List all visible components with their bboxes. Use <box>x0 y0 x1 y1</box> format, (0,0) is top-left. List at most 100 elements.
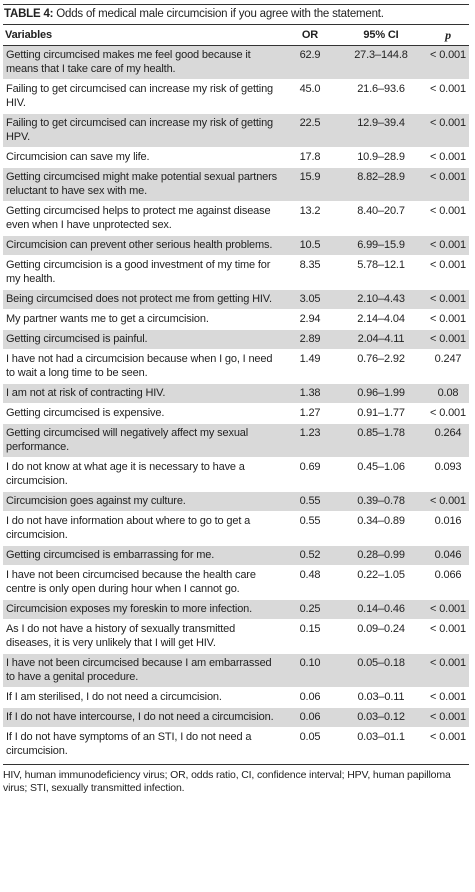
table-row: If I do not have intercourse, I do not n… <box>3 707 469 728</box>
value-cell: 0.05–0.18 <box>335 653 427 688</box>
value-cell: < 0.001 <box>427 653 469 688</box>
value-cell: 0.55 <box>285 511 335 546</box>
title: TABLE 4: Odds of medical male circumcisi… <box>3 4 469 24</box>
variable-cell: Failing to get circumcised can increase … <box>3 113 285 148</box>
variable-cell: Circumcision exposes my foreskin to more… <box>3 599 285 620</box>
value-cell: 0.48 <box>285 565 335 600</box>
value-cell: 8.82–28.9 <box>335 167 427 202</box>
value-cell: 22.5 <box>285 113 335 148</box>
table-row: If I do not have symptoms of an STI, I d… <box>3 727 469 762</box>
table-row: Failing to get circumcised can increase … <box>3 79 469 114</box>
value-cell: 8.35 <box>285 255 335 290</box>
value-cell: 0.45–1.06 <box>335 457 427 492</box>
variable-cell: I do not know at what age it is necessar… <box>3 457 285 492</box>
variable-cell: Being circumcised does not protect me fr… <box>3 289 285 310</box>
value-cell: 3.05 <box>285 289 335 310</box>
table-row: My partner wants me to get a circumcisio… <box>3 309 469 330</box>
table-row: Getting circumcised is embarrassing for … <box>3 545 469 566</box>
value-cell: 10.9–28.9 <box>335 147 427 168</box>
value-cell: 0.91–1.77 <box>335 403 427 424</box>
value-cell: 0.85–1.78 <box>335 423 427 458</box>
value-cell: 0.14–0.46 <box>335 599 427 620</box>
variable-cell: Getting circumcised is expensive. <box>3 403 285 424</box>
variable-cell: I am not at risk of contracting HIV. <box>3 383 285 404</box>
variable-cell: Getting circumcised is embarrassing for … <box>3 545 285 566</box>
variable-cell: Getting circumcised helps to protect me … <box>3 201 285 236</box>
value-cell: 0.08 <box>427 383 469 404</box>
value-cell: < 0.001 <box>427 201 469 236</box>
value-cell: 0.03–0.12 <box>335 707 427 728</box>
value-cell: 2.14–4.04 <box>335 309 427 330</box>
table-row: I do not know at what age it is necessar… <box>3 457 469 492</box>
value-cell: 0.264 <box>427 423 469 458</box>
value-cell: < 0.001 <box>427 289 469 310</box>
variable-cell: I do not have information about where to… <box>3 511 285 546</box>
table-row: I have not been circumcised because the … <box>3 565 469 600</box>
table-row: If I am sterilised, I do not need a circ… <box>3 687 469 708</box>
table-row: Getting circumcised helps to protect me … <box>3 201 469 236</box>
value-cell: 62.9 <box>285 45 335 80</box>
value-cell: 13.2 <box>285 201 335 236</box>
header: p <box>427 24 469 46</box>
table-row: I do not have information about where to… <box>3 511 469 546</box>
value-cell: < 0.001 <box>427 687 469 708</box>
variable-cell: As I do not have a history of sexually t… <box>3 619 285 654</box>
value-cell: 0.066 <box>427 565 469 600</box>
variable-cell: Circumcision goes against my culture. <box>3 491 285 512</box>
variable-cell: My partner wants me to get a circumcisio… <box>3 309 285 330</box>
table: Variables OR 95% CI p Getting circumcise… <box>3 24 469 762</box>
header: 95% CI <box>335 24 427 46</box>
value-cell: 8.40–20.7 <box>335 201 427 236</box>
value-cell: < 0.001 <box>427 599 469 620</box>
footnote: HIV, human immunodeficiency virus; OR, o… <box>3 764 469 795</box>
value-cell: 2.04–4.11 <box>335 329 427 350</box>
value-cell: 0.046 <box>427 545 469 566</box>
variable-cell: I have not been circumcised because I am… <box>3 653 285 688</box>
variable-cell: Getting circumcision is a good investmen… <box>3 255 285 290</box>
variable-cell: Getting circumcised will negatively affe… <box>3 423 285 458</box>
table-row: Circumcision can prevent other serious h… <box>3 235 469 256</box>
value-cell: 0.22–1.05 <box>335 565 427 600</box>
table-row: As I do not have a history of sexually t… <box>3 619 469 654</box>
value-cell: 27.3–144.8 <box>335 45 427 80</box>
variable-cell: Getting circumcised is painful. <box>3 329 285 350</box>
value-cell: < 0.001 <box>427 45 469 80</box>
table-row: Getting circumcised is painful. 2.89 2.04–… <box>3 329 469 350</box>
value-cell: 1.27 <box>285 403 335 424</box>
table-row: Getting circumcised might make potential… <box>3 167 469 202</box>
value-cell: 0.34–0.89 <box>335 511 427 546</box>
value-cell: 0.15 <box>285 619 335 654</box>
value-cell: 2.94 <box>285 309 335 330</box>
value-cell: < 0.001 <box>427 727 469 762</box>
value-cell: < 0.001 <box>427 255 469 290</box>
table-row: Getting circumcised makes me feel good b… <box>3 45 469 80</box>
header: Variables <box>3 24 285 46</box>
table-figure: TABLE 4: Odds of medical male circumcisi… <box>3 4 469 795</box>
value-cell: < 0.001 <box>427 707 469 728</box>
value-cell: 45.0 <box>285 79 335 114</box>
value-cell: 0.016 <box>427 511 469 546</box>
value-cell: 0.96–1.99 <box>335 383 427 404</box>
value-cell: < 0.001 <box>427 235 469 256</box>
value-cell: 1.23 <box>285 423 335 458</box>
title-label: TABLE 4: <box>4 8 54 20</box>
header: OR <box>285 24 335 46</box>
table-row: Circumcision can save my life. 17.8 10.9–2… <box>3 147 469 168</box>
table-row: I have not been circumcised because I am… <box>3 653 469 688</box>
table-row: I am not at risk of contracting HIV. 1.38… <box>3 383 469 404</box>
table-row: Failing to get circumcised can increase … <box>3 113 469 148</box>
value-cell: < 0.001 <box>427 79 469 114</box>
value-cell: 15.9 <box>285 167 335 202</box>
table-row: Circumcision exposes my foreskin to more… <box>3 599 469 620</box>
value-cell: 0.25 <box>285 599 335 620</box>
value-cell: 2.89 <box>285 329 335 350</box>
value-cell: 12.9–39.4 <box>335 113 427 148</box>
variable-cell: Getting circumcised makes me feel good b… <box>3 45 285 80</box>
value-cell: 0.093 <box>427 457 469 492</box>
value-cell: < 0.001 <box>427 167 469 202</box>
value-cell: 5.78–12.1 <box>335 255 427 290</box>
value-cell: 10.5 <box>285 235 335 256</box>
table-row: Getting circumcised will negatively affe… <box>3 423 469 458</box>
value-cell: 0.55 <box>285 491 335 512</box>
